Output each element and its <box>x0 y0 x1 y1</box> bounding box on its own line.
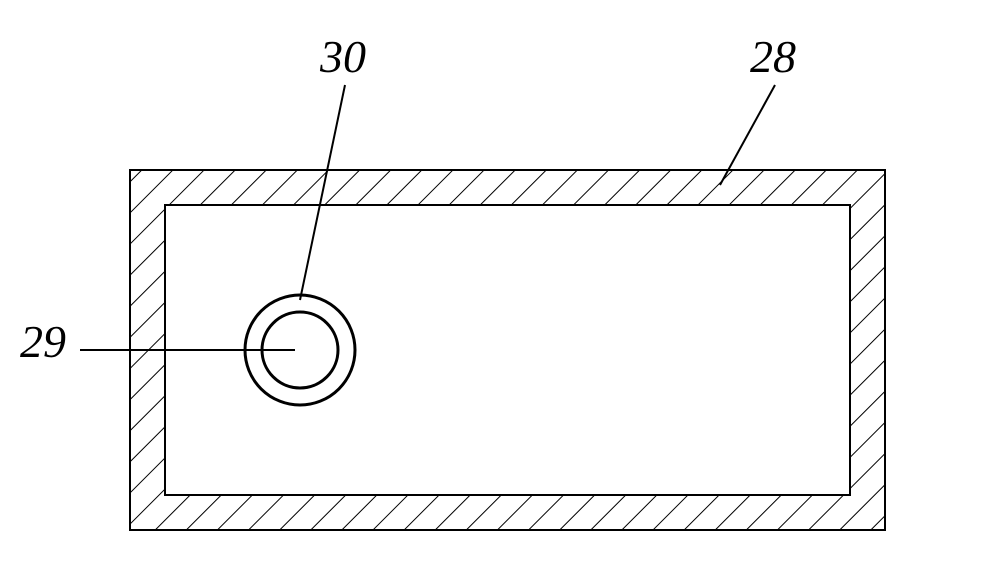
callout-label-30: 30 <box>320 30 366 83</box>
callout-label-29: 29 <box>20 315 66 368</box>
diagram-svg <box>0 0 1000 570</box>
callout-label-28: 28 <box>750 30 796 83</box>
